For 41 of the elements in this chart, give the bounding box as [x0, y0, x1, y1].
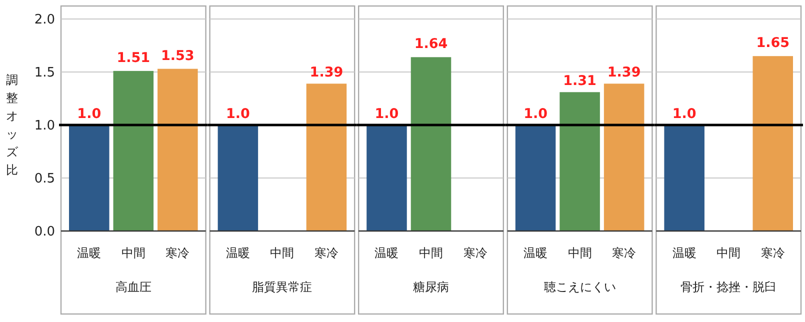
x-tick-label: 中間	[270, 246, 294, 260]
y-tick-label: 1.5	[34, 66, 55, 80]
bar	[69, 125, 110, 231]
x-tick-label: 温暖	[226, 246, 250, 260]
x-tick-label: 温暖	[374, 246, 399, 260]
x-tick-label: 温暖	[672, 246, 696, 260]
x-tick-label: 寒冷	[463, 246, 488, 260]
data-label: 1.0	[524, 106, 548, 122]
data-label: 1.64	[414, 36, 448, 52]
x-axis-title: 骨折・捻挫・脱臼	[680, 280, 777, 294]
x-tick-label: 中間	[568, 246, 592, 260]
x-tick-label: 寒冷	[314, 246, 338, 260]
x-tick-label: 温暖	[77, 246, 102, 260]
data-label: 1.31	[563, 73, 596, 90]
data-label: 1.0	[672, 106, 696, 122]
x-tick-label: 中間	[716, 246, 741, 260]
x-tick-label: 寒冷	[612, 246, 636, 260]
x-axis-title: 脂質異常症	[252, 280, 312, 294]
x-axis-title: 糖尿病	[413, 280, 449, 294]
bar	[113, 70, 154, 231]
y-tick-label: 2.0	[34, 12, 55, 28]
x-tick-label: 寒冷	[760, 246, 785, 260]
x-axis-title: 高血圧	[115, 280, 152, 294]
y-tick-label: 0.5	[34, 172, 55, 186]
data-label: 1.53	[161, 48, 194, 64]
data-label: 1.0	[77, 106, 102, 122]
y-tick-label: 0.0	[34, 224, 55, 240]
data-label: 1.0	[374, 106, 399, 122]
bar	[158, 68, 198, 231]
data-label: 1.39	[607, 64, 641, 81]
x-tick-label: 中間	[121, 246, 146, 260]
x-tick-label: 中間	[419, 246, 443, 260]
x-tick-label: 温暖	[524, 246, 548, 260]
data-label: 1.0	[226, 106, 250, 122]
data-label: 1.51	[116, 50, 150, 66]
y-tick-label: 1.0	[34, 118, 55, 134]
x-axis-title: 聴こえにくい	[544, 280, 616, 294]
data-label: 1.65	[756, 35, 790, 52]
y-axis-title: 調整オッズ比	[6, 73, 19, 177]
data-label: 1.39	[310, 64, 344, 81]
x-tick-label: 寒冷	[166, 246, 190, 260]
